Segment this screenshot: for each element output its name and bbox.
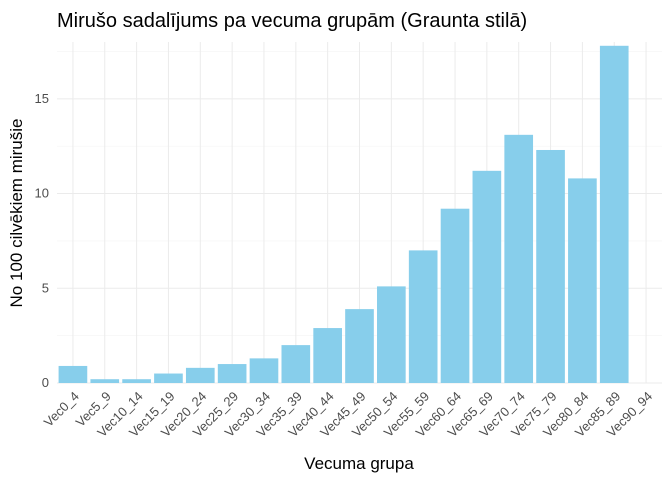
bars [58, 45, 629, 384]
x-axis-title: Vecuma grupa [304, 454, 414, 473]
y-axis-ticks: 0 5 10 15 [35, 91, 49, 390]
y-tick-label: 5 [42, 280, 49, 295]
chart-title: Mirušo sadalījums pa vecuma grupām (Grau… [57, 10, 527, 32]
y-tick-label: 15 [35, 91, 49, 106]
bar [377, 286, 406, 383]
y-axis-title: No 100 cilvēkiem mirušie [7, 119, 26, 308]
bar [281, 345, 311, 383]
bar [185, 367, 215, 383]
bar [472, 170, 502, 383]
x-axis-ticks: Vec0_4Vec5_9Vec10_14Vec15_19Vec20_24Vec2… [41, 389, 655, 441]
bar [408, 250, 438, 383]
y-tick-label: 10 [35, 186, 49, 201]
bar [568, 178, 597, 383]
bar [536, 149, 565, 383]
bar [122, 379, 151, 383]
y-tick-label: 0 [42, 375, 49, 390]
bar [504, 134, 534, 383]
bar [217, 364, 247, 383]
bar [345, 309, 374, 383]
bar [90, 379, 120, 383]
bar [154, 373, 183, 383]
bar [440, 208, 470, 383]
bar [249, 358, 279, 383]
bar [58, 365, 88, 383]
bar [313, 328, 342, 383]
bar [599, 45, 629, 384]
